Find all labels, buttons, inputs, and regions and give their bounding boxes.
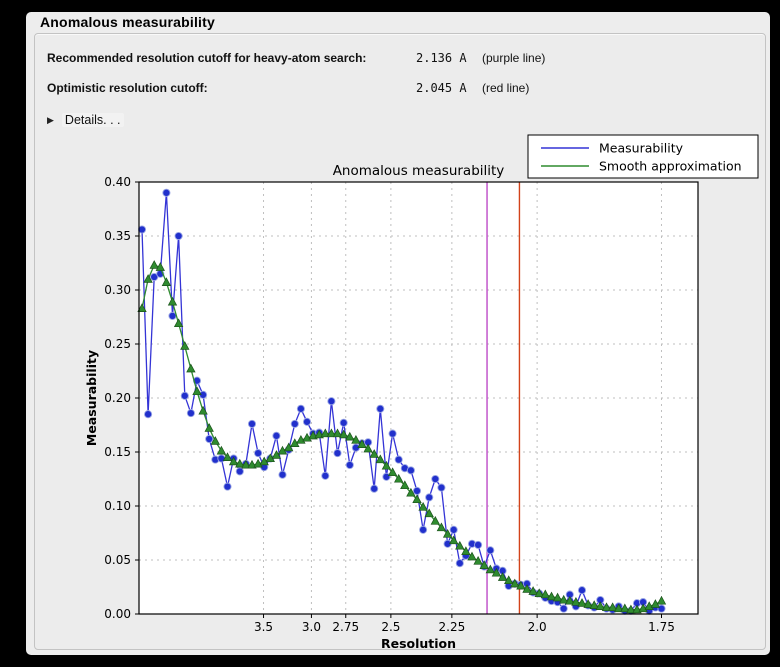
info-row-optimistic: Optimistic resolution cutoff: 2.045 A (r…	[35, 81, 765, 97]
details-disclosure[interactable]: ▶ Details. . .	[47, 111, 124, 129]
svg-text:0.40: 0.40	[104, 175, 131, 189]
svg-text:2.25: 2.25	[439, 620, 466, 634]
optimistic-cutoff-value: 2.045 A	[416, 81, 467, 95]
content-groupbox: Recommended resolution cutoff for heavy-…	[34, 33, 766, 650]
legend-entry-label: Smooth approximation	[599, 159, 742, 174]
svg-text:0.30: 0.30	[104, 283, 131, 297]
plot-background	[139, 182, 698, 614]
svg-text:3.0: 3.0	[302, 620, 321, 634]
chart-title: Anomalous measurability	[333, 163, 505, 179]
recommended-cutoff-value: 2.136 A	[416, 51, 467, 65]
recommended-cutoff-label: Recommended resolution cutoff for heavy-…	[47, 51, 367, 65]
svg-text:0.25: 0.25	[104, 337, 131, 351]
info-row-recommended: Recommended resolution cutoff for heavy-…	[35, 51, 765, 67]
x-axis-label: Resolution	[381, 636, 456, 649]
y-axis-label: Measurability	[84, 350, 99, 446]
svg-text:0.00: 0.00	[104, 607, 131, 621]
svg-text:0.05: 0.05	[104, 553, 131, 567]
anomalous-measurability-panel: Anomalous measurability Recommended reso…	[26, 12, 770, 655]
page-title: Anomalous measurability	[40, 14, 215, 30]
legend-entry-label: Measurability	[599, 141, 684, 156]
svg-text:2.75: 2.75	[332, 620, 359, 634]
svg-text:2.0: 2.0	[528, 620, 547, 634]
svg-text:3.5: 3.5	[254, 620, 273, 634]
tick-labels: 3.5 3.0 2.75 2.5 2.25 2.0 1.75 0.00 0.05 0.10 0.15…	[104, 175, 675, 634]
optimistic-cutoff-note: (red line)	[482, 81, 530, 95]
svg-text:0.20: 0.20	[104, 391, 131, 405]
series-triangle	[137, 260, 667, 614]
optimistic-cutoff-label: Optimistic resolution cutoff:	[47, 81, 208, 95]
chart-legend: Measurability Smooth approximation	[527, 134, 759, 179]
recommended-cutoff-note: (purple line)	[482, 51, 546, 65]
disclosure-triangle-icon[interactable]: ▶	[47, 114, 54, 125]
svg-text:0.10: 0.10	[104, 499, 131, 513]
svg-text:0.35: 0.35	[104, 229, 131, 243]
svg-text:2.5: 2.5	[381, 620, 400, 634]
anomalous-measurability-chart: 3.5 3.0 2.75 2.5 2.25 2.0 1.75 0.00 0.05 0.10 0.15…	[84, 134, 759, 649]
svg-text:0.15: 0.15	[104, 445, 131, 459]
gridlines	[139, 181, 698, 615]
svg-text:1.75: 1.75	[648, 620, 675, 634]
details-label: Details. . .	[61, 113, 124, 127]
tick-marks	[135, 181, 662, 618]
